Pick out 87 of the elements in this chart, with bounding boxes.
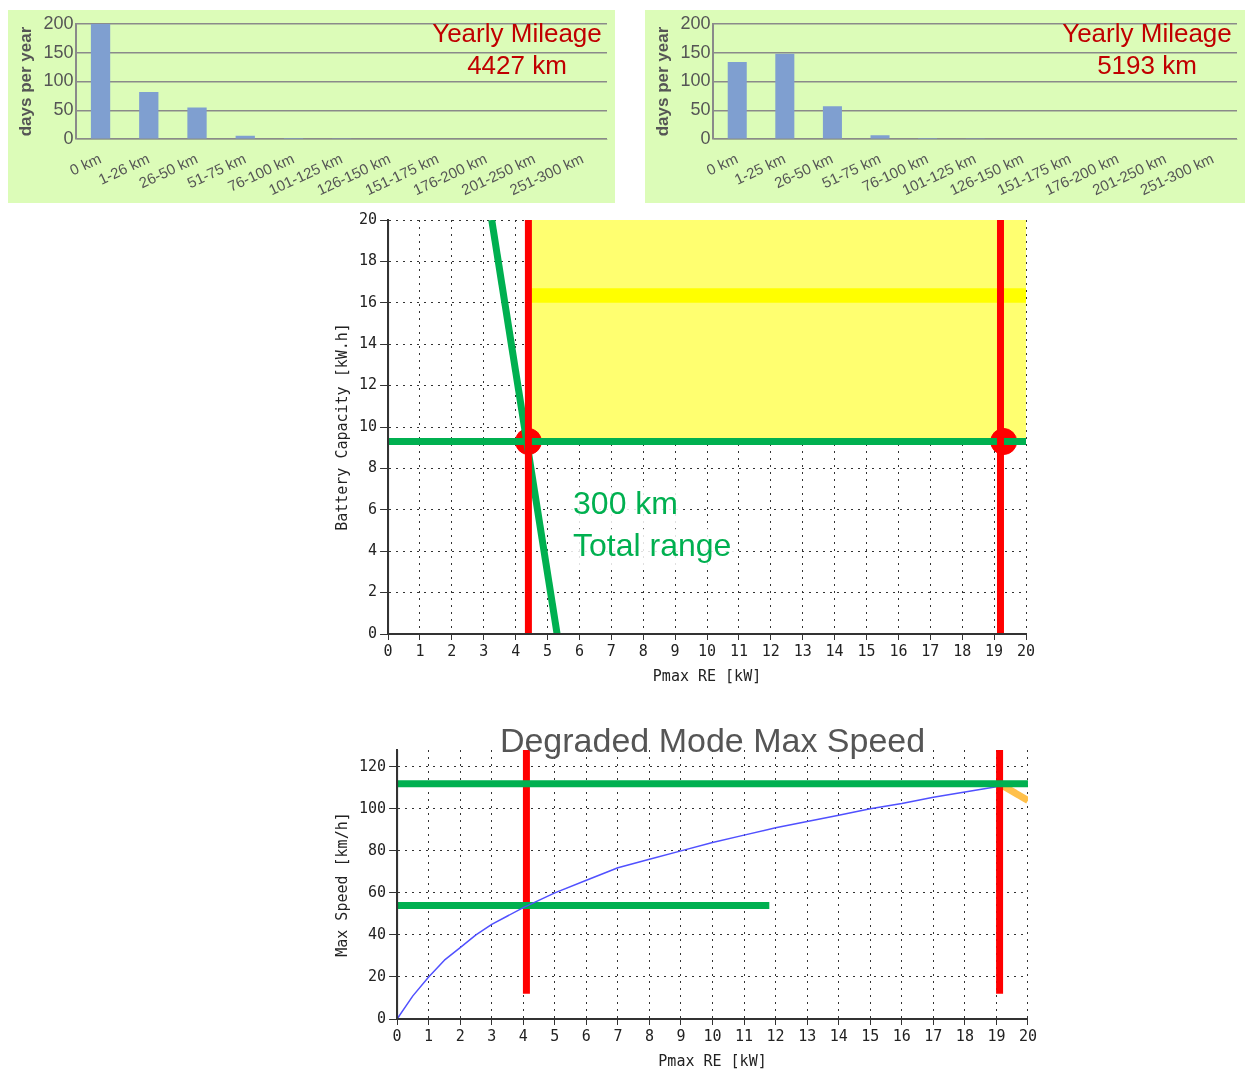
chart-title: Degraded Mode Max Speed [499,721,926,760]
x-tick-label: 2 [455,1026,465,1045]
y-axis-title: Battery Capacity [kW.h] [332,323,351,531]
y-tick-label: 0 [368,623,378,642]
y-tick-label: 100 [43,70,74,91]
x-tick-label: 3 [479,641,489,660]
x-tick-label: 16 [892,1026,911,1045]
x-tick-label: 18 [953,641,972,660]
x-tick-label: 12 [766,1026,785,1045]
x-tick-label: 19 [987,1026,1006,1045]
x-tick-label: 3 [487,1026,497,1045]
x-tick-label: 19 [985,641,1004,660]
x-tick-label: 17 [921,641,940,660]
y-tick-label: 60 [368,882,387,901]
x-tick-label: 17 [924,1026,943,1045]
y-tick-label: 40 [368,924,387,943]
x-tick-label: 7 [606,641,616,660]
bar [822,106,842,139]
annotation: Total range [573,527,732,564]
y-tick-label: 2 [368,582,378,601]
bar [187,107,207,139]
x-tick-label: 14 [825,641,844,660]
y-tick-label: 120 [359,756,387,775]
x-tick-label: 5 [543,641,553,660]
y-tick-label: 80 [368,840,387,859]
y-tick-label: 0 [377,1008,387,1027]
y-tick-label: 18 [359,251,378,270]
y-tick-label: 6 [368,499,378,518]
annotation: 300 km [573,485,678,522]
text: 4427 km [467,50,567,81]
y-tick-label: 50 [53,99,74,120]
y-tick-label: 150 [680,41,711,62]
chart-title: Yearly Mileage [1062,18,1232,49]
x-tick-label: 20 [1016,641,1036,660]
x-tick-label: 9 [670,641,680,660]
y-tick-label: 0 [700,128,711,149]
x-axis-title: Pmax RE [kW] [652,666,762,685]
y-tick-label: 150 [43,41,74,62]
y-tick-label: 100 [359,798,387,817]
x-tick-label: 13 [798,1026,817,1045]
x-tick-label: 16 [889,641,908,660]
x-tick-label: 15 [861,1026,880,1045]
y-tick-label: 10 [359,416,378,435]
y-tick-label: 50 [690,99,711,120]
x-tick-label: 15 [857,641,876,660]
x-tick-label: 20 [1018,1026,1037,1045]
y-tick-label: 16 [359,292,378,311]
x-tick-label: 12 [761,641,780,660]
text: 5193 km [1097,50,1197,81]
x-tick-label: 11 [729,641,748,660]
y-tick-label: 4 [368,541,378,560]
y-tick-label: 12 [359,375,378,394]
y-tick-label: 8 [368,458,378,477]
x-tick-label: 8 [644,1026,654,1045]
y-tick-label: 200 [43,12,74,33]
y-tick-label: 100 [680,70,711,91]
x-tick-label: 4 [511,641,521,660]
bar [775,53,795,139]
y-tick-label: 20 [368,966,387,985]
x-tick-label: 2 [447,641,457,660]
x-tick-label: 14 [829,1026,848,1045]
x-tick-label: 6 [581,1026,591,1045]
y-tick-label: 14 [359,334,378,353]
x-tick-label: 8 [638,641,648,660]
x-axis-title: Pmax RE [kW] [658,1051,767,1070]
x-tick-label: 13 [793,641,812,660]
x-tick-label: 1 [424,1026,434,1045]
x-tick-label: 1 [415,641,425,660]
y-tick-label: 20 [359,209,378,228]
y-axis-title: Max Speed [km/h] [332,812,351,957]
bar [139,91,159,139]
x-tick-label: 0 [392,1026,402,1045]
x-tick-label: 7 [613,1026,623,1045]
y-axis-title: days per year [15,26,35,137]
bar [870,135,890,139]
x-tick-label: 11 [735,1026,754,1045]
x-tick-label: 5 [550,1026,560,1045]
chart-title: Yearly Mileage [432,18,602,49]
y-tick-label: 200 [680,12,711,33]
x-tick-label: 4 [518,1026,528,1045]
y-tick-label: 0 [63,128,74,149]
x-tick-label: 18 [955,1026,974,1045]
y-axis-title: days per year [652,26,672,137]
x-tick-label: 6 [574,641,584,660]
bar [727,61,747,139]
x-tick-label: 9 [676,1026,686,1045]
bar [90,23,111,139]
